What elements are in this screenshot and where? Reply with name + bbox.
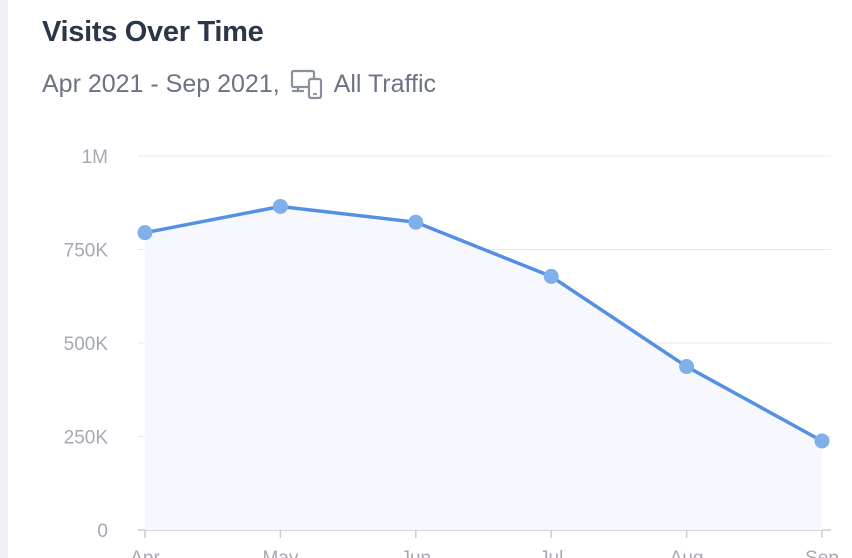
line-layer xyxy=(144,204,823,443)
traffic-label: All Traffic xyxy=(333,69,437,98)
x-tick-label: Jul xyxy=(539,548,563,558)
data-point[interactable] xyxy=(814,433,830,449)
x-tick-label: Aug xyxy=(670,548,704,558)
date-range: Apr 2021 - Sep 2021, xyxy=(42,69,280,98)
chart-subtitle: Apr 2021 - Sep 2021, All Traffic xyxy=(42,68,436,100)
y-tick-label: 750K xyxy=(64,241,109,262)
y-tick-label: 1M xyxy=(82,147,108,168)
x-axis: Apr May Jun Jul Aug Sep xyxy=(130,530,839,558)
data-point[interactable] xyxy=(272,198,288,214)
data-point[interactable] xyxy=(137,225,153,241)
point-layer xyxy=(137,198,830,449)
x-tick-label: Sep xyxy=(805,548,839,558)
left-panel-edge xyxy=(0,0,8,558)
x-tick-label: May xyxy=(262,548,298,558)
chart-title: Visits Over Time xyxy=(42,16,264,48)
y-tick-label: 250K xyxy=(64,428,109,449)
data-point[interactable] xyxy=(679,359,695,375)
data-point[interactable] xyxy=(543,268,559,284)
series-line xyxy=(144,204,823,443)
series-area xyxy=(145,206,822,531)
devices-icon xyxy=(290,68,324,100)
y-tick-label: 0 xyxy=(97,521,108,542)
y-axis: 0 250K 500K 750K 1M xyxy=(64,147,109,542)
x-tick-label: Jun xyxy=(400,548,431,558)
data-point[interactable] xyxy=(408,214,424,230)
x-tick-label: Apr xyxy=(130,548,160,558)
y-tick-label: 500K xyxy=(64,334,109,355)
area-layer xyxy=(145,206,822,531)
